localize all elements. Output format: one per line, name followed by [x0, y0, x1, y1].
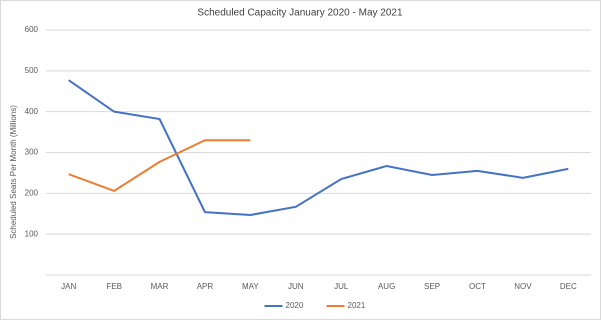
- x-tick-label: MAR: [151, 282, 169, 291]
- series-line: [68, 79, 569, 216]
- y-tick-label: 500: [25, 66, 39, 75]
- x-tick-label: APR: [197, 282, 214, 291]
- chart-title: Scheduled Capacity January 2020 - May 20…: [197, 8, 403, 19]
- y-tick-label: 600: [25, 25, 39, 34]
- x-tick-label: JAN: [61, 282, 76, 291]
- y-tick-label: 300: [25, 148, 39, 157]
- legend-label: 2021: [348, 301, 366, 310]
- y-tick-label: 400: [25, 107, 39, 116]
- x-tick-label: OCT: [469, 282, 486, 291]
- x-tick-label: FEB: [106, 282, 122, 291]
- x-tick-label: SEP: [424, 282, 440, 291]
- legend-label: 2020: [286, 301, 304, 310]
- x-tick-label: NOV: [514, 282, 532, 291]
- x-tick-label: MAY: [242, 282, 259, 291]
- y-axis-title: Scheduled Seats Per Month (Millions): [9, 105, 18, 239]
- x-tick-label: JUL: [334, 282, 349, 291]
- y-tick-label: 100: [25, 229, 39, 238]
- series-line: [68, 139, 251, 192]
- y-tick-label: 200: [25, 188, 39, 197]
- x-tick-label: JUN: [288, 282, 304, 291]
- x-tick-label: DEC: [560, 282, 577, 291]
- x-tick-label: AUG: [378, 282, 395, 291]
